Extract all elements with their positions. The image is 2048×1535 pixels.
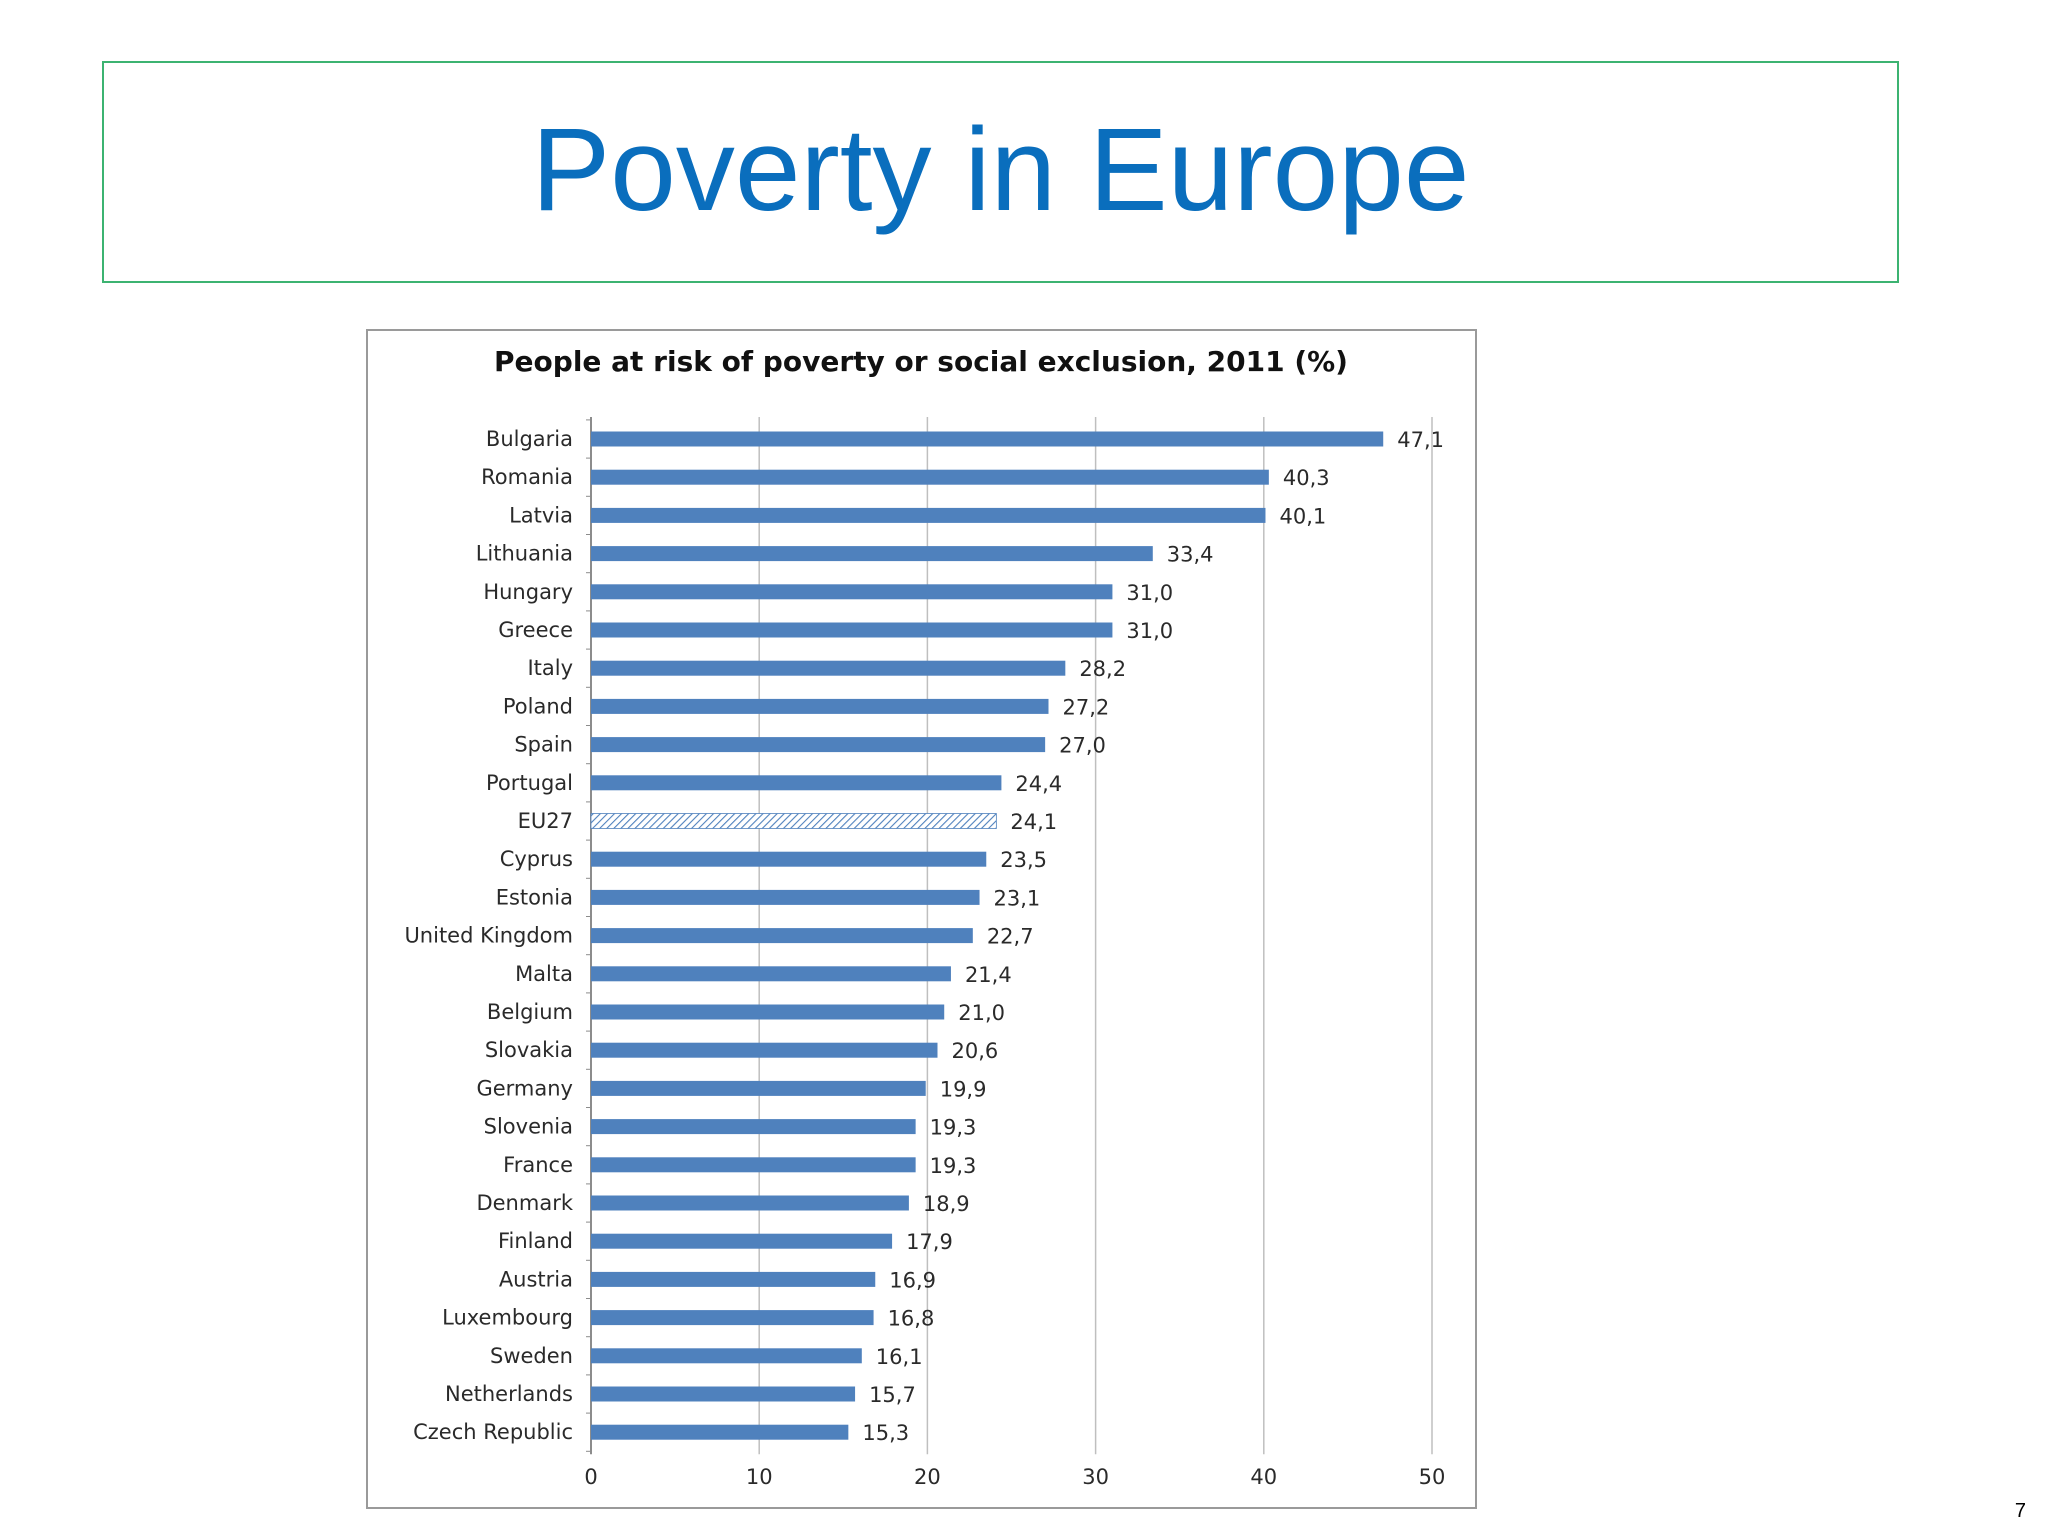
bar bbox=[591, 928, 973, 944]
value-label: 18,9 bbox=[923, 1192, 970, 1216]
category-label: Lithuania bbox=[476, 542, 573, 566]
value-label: 23,5 bbox=[1000, 848, 1047, 872]
x-tick-label: 10 bbox=[746, 1465, 773, 1489]
value-label: 28,2 bbox=[1079, 657, 1126, 681]
category-label: Austria bbox=[499, 1267, 573, 1291]
bar-eu27 bbox=[590, 813, 997, 829]
bar bbox=[591, 1386, 856, 1402]
category-label: Italy bbox=[527, 656, 573, 680]
bar bbox=[591, 1233, 893, 1249]
value-label: 19,3 bbox=[930, 1154, 977, 1178]
value-label: 19,3 bbox=[930, 1116, 977, 1140]
bar bbox=[591, 1348, 862, 1364]
bar bbox=[591, 851, 987, 867]
value-label: 21,0 bbox=[958, 1001, 1005, 1025]
bar bbox=[591, 889, 980, 905]
value-label: 16,1 bbox=[876, 1345, 923, 1369]
bar bbox=[591, 469, 1269, 485]
category-label: France bbox=[503, 1153, 573, 1177]
bar bbox=[591, 584, 1113, 600]
category-label: Slovakia bbox=[485, 1038, 573, 1062]
value-label: 20,6 bbox=[951, 1039, 998, 1063]
value-label: 17,9 bbox=[906, 1230, 953, 1254]
value-label: 27,2 bbox=[1063, 695, 1110, 719]
bar bbox=[591, 737, 1046, 753]
value-label: 40,1 bbox=[1279, 504, 1326, 528]
bar bbox=[591, 1080, 926, 1096]
category-label: Luxembourg bbox=[442, 1306, 573, 1330]
category-label: Malta bbox=[515, 962, 573, 986]
bar bbox=[591, 622, 1113, 638]
category-label: Poland bbox=[503, 694, 573, 718]
x-tick-label: 0 bbox=[584, 1465, 597, 1489]
bar bbox=[591, 1424, 849, 1440]
value-label: 24,4 bbox=[1015, 772, 1062, 796]
value-label: 40,3 bbox=[1283, 466, 1330, 490]
bar bbox=[591, 431, 1384, 447]
category-label: Greece bbox=[498, 618, 573, 642]
value-label: 27,0 bbox=[1059, 734, 1106, 758]
value-label: 19,9 bbox=[940, 1077, 987, 1101]
category-label: Denmark bbox=[476, 1191, 573, 1215]
category-label: Cyprus bbox=[500, 847, 573, 871]
category-label: Belgium bbox=[487, 1000, 573, 1024]
bar-layer bbox=[590, 431, 1384, 1440]
bar bbox=[591, 546, 1153, 562]
value-label: 31,0 bbox=[1126, 619, 1173, 643]
axis-layer: 0 10 20 30 40 50 bbox=[584, 419, 1446, 1489]
bar bbox=[591, 966, 951, 982]
value-label: 33,4 bbox=[1167, 543, 1214, 567]
bar bbox=[591, 698, 1049, 714]
category-label: EU27 bbox=[518, 809, 573, 833]
bar bbox=[591, 1195, 909, 1211]
x-tick-label: 50 bbox=[1419, 1465, 1446, 1489]
category-label: Romania bbox=[481, 465, 573, 489]
category-label: United Kingdom bbox=[404, 924, 573, 948]
category-label: Hungary bbox=[483, 580, 573, 604]
value-label: 23,1 bbox=[994, 886, 1041, 910]
value-label: 47,1 bbox=[1397, 428, 1444, 452]
bar bbox=[591, 1119, 916, 1135]
bar bbox=[591, 507, 1266, 523]
bar bbox=[591, 1157, 916, 1173]
x-tick-label: 20 bbox=[914, 1465, 941, 1489]
category-label: Germany bbox=[476, 1076, 573, 1100]
bar bbox=[591, 775, 1002, 791]
label-layer: Bulgaria 47,1 Romania 40,3 Latvia 40,1 Lithuan… bbox=[404, 427, 1444, 1445]
bar bbox=[591, 1271, 876, 1287]
category-label: Netherlands bbox=[445, 1382, 573, 1406]
bar bbox=[591, 1042, 938, 1058]
bar bbox=[591, 1004, 945, 1020]
title-box: Poverty in Europe bbox=[102, 61, 1899, 283]
x-tick-label: 40 bbox=[1250, 1465, 1277, 1489]
bar-chart: People at risk of poverty or social excl… bbox=[404, 345, 1446, 1489]
value-label: 22,7 bbox=[987, 925, 1034, 949]
category-label: Finland bbox=[498, 1229, 573, 1253]
category-label: Slovenia bbox=[484, 1115, 573, 1139]
category-label: Portugal bbox=[486, 771, 573, 795]
category-label: Bulgaria bbox=[486, 427, 573, 451]
category-label: Sweden bbox=[490, 1344, 573, 1368]
category-label: Latvia bbox=[509, 503, 573, 527]
value-label: 21,4 bbox=[965, 963, 1012, 987]
value-label: 16,9 bbox=[889, 1268, 936, 1292]
chart-frame: People at risk of poverty or social excl… bbox=[366, 329, 1477, 1509]
page-number: 7 bbox=[2014, 1500, 2026, 1522]
value-label: 24,1 bbox=[1010, 810, 1057, 834]
slide-title: Poverty in Europe bbox=[531, 104, 1470, 236]
value-label: 31,0 bbox=[1126, 581, 1173, 605]
chart-title: People at risk of poverty or social excl… bbox=[494, 345, 1348, 378]
x-tick-label: 30 bbox=[1082, 1465, 1109, 1489]
value-label: 15,7 bbox=[869, 1383, 916, 1407]
category-label: Czech Republic bbox=[413, 1420, 573, 1444]
bar bbox=[591, 660, 1066, 676]
bar bbox=[591, 1310, 874, 1326]
category-label: Spain bbox=[514, 733, 573, 757]
value-label: 16,8 bbox=[888, 1307, 935, 1331]
value-label: 15,3 bbox=[862, 1421, 909, 1445]
category-label: Estonia bbox=[496, 885, 573, 909]
